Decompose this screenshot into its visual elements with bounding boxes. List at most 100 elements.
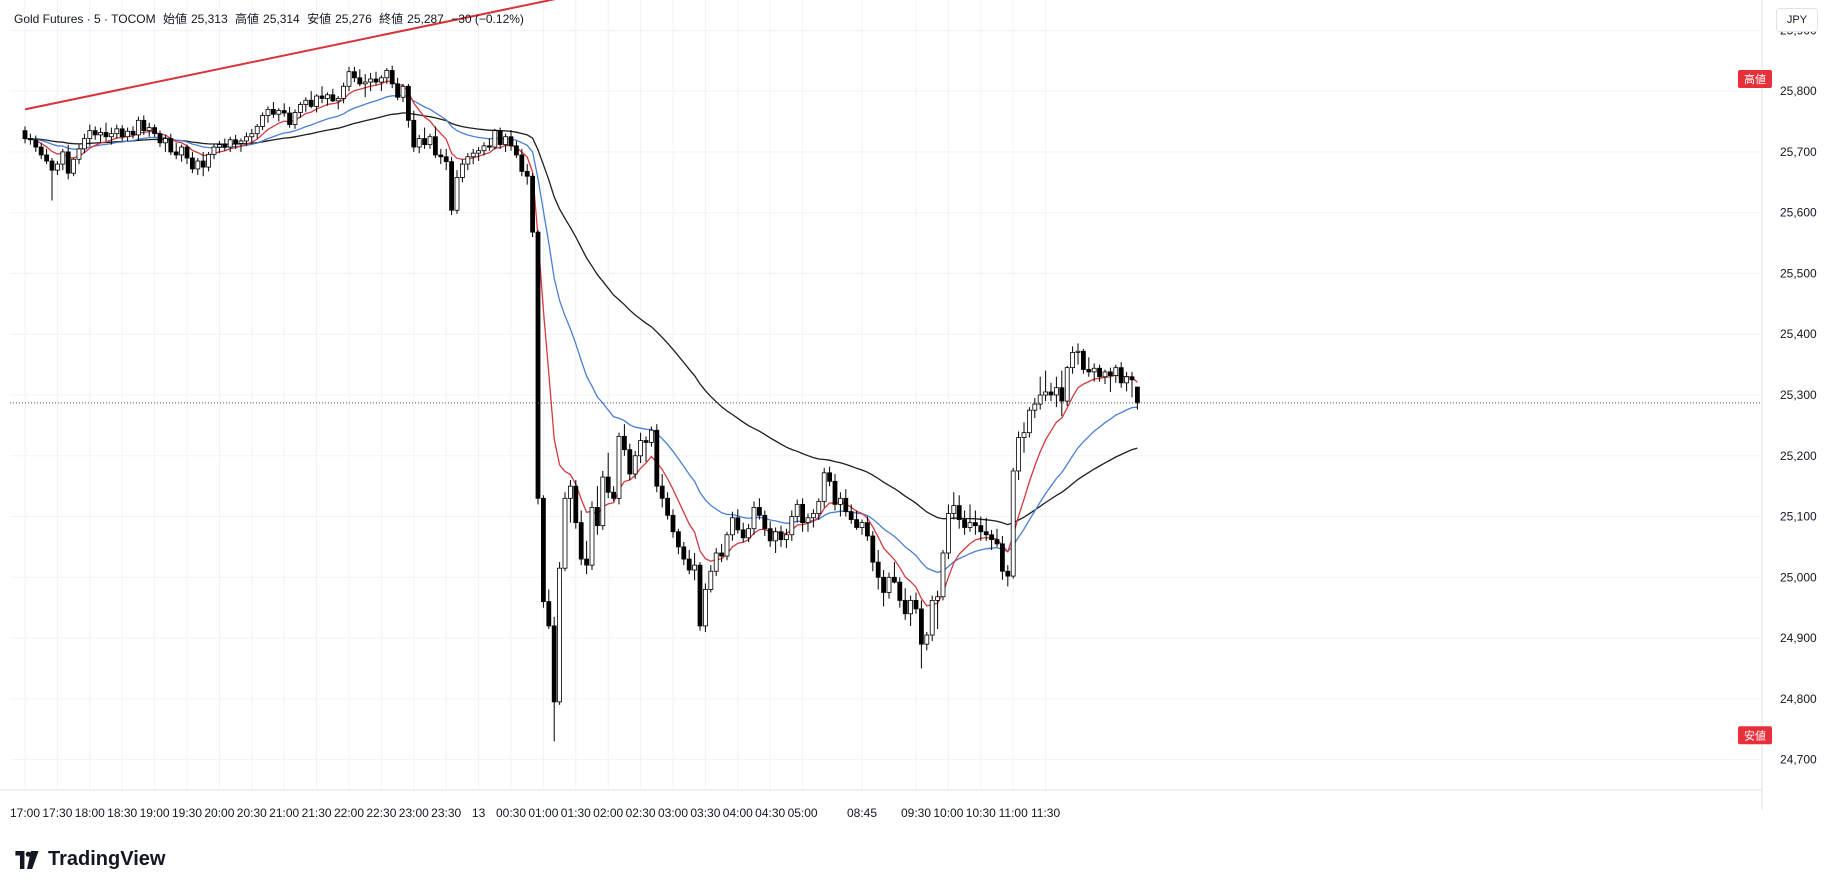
candle-body: [967, 522, 973, 528]
candle-body: [1000, 543, 1005, 572]
candle-body: [119, 128, 125, 138]
candle-body: [929, 600, 935, 636]
candle: [92, 126, 98, 140]
candle: [595, 486, 600, 535]
time-tick-label: 00:30: [496, 806, 526, 820]
candle: [389, 65, 395, 89]
candle-body: [589, 507, 595, 566]
candle-body: [82, 138, 87, 150]
candle: [486, 138, 492, 151]
brand-name: TradingView: [48, 848, 166, 870]
candle-body: [519, 154, 525, 172]
time-tick-label: 09:30: [901, 806, 931, 820]
candle-body: [535, 231, 541, 499]
time-tick-label: 02:30: [626, 806, 656, 820]
close-label: 終値: [379, 12, 404, 26]
candle-body: [411, 119, 417, 148]
candle: [303, 97, 309, 112]
candle: [335, 96, 341, 110]
time-tick-label: 18:30: [107, 806, 137, 820]
candle-body: [800, 503, 805, 524]
candle: [427, 133, 433, 149]
candle: [713, 548, 719, 577]
candle-body: [1016, 437, 1021, 472]
candle: [638, 432, 643, 464]
candle: [994, 528, 1000, 547]
candle-body: [162, 138, 168, 144]
candle-body: [643, 440, 649, 443]
candle-body: [130, 130, 136, 136]
candle-body: [55, 163, 60, 171]
candle-body: [508, 136, 514, 147]
candle-body: [173, 151, 179, 156]
candle-body: [195, 160, 201, 170]
time-tick-label: 13: [472, 806, 486, 820]
candle: [600, 470, 606, 530]
candle: [962, 510, 967, 535]
candle: [854, 510, 859, 530]
price-tick-label: 25,700: [1780, 145, 1817, 159]
currency-button[interactable]: JPY: [1776, 8, 1818, 32]
candle-body: [546, 601, 552, 627]
candle-body: [427, 136, 433, 146]
candle: [1135, 386, 1140, 410]
candle-body: [778, 531, 784, 541]
candle: [951, 492, 957, 520]
brand-logo[interactable]: TradingView: [12, 848, 165, 871]
candle-body: [703, 589, 708, 627]
candle-body: [600, 476, 606, 527]
candle-body: [497, 130, 503, 146]
candle: [65, 144, 71, 180]
candle-body: [206, 153, 212, 168]
candle-body: [622, 435, 627, 451]
candle: [848, 504, 854, 524]
price-tick-label: 24,800: [1780, 692, 1817, 706]
candle-body: [848, 511, 854, 520]
candle-body: [767, 528, 773, 542]
candle: [22, 126, 28, 144]
candle-body: [227, 139, 233, 148]
time-tick-label: 17:30: [42, 806, 72, 820]
candle-body: [1064, 367, 1070, 402]
price-tick-label: 25,100: [1780, 510, 1817, 524]
candle-body: [616, 435, 622, 499]
candle: [908, 595, 913, 626]
candle-body: [1108, 371, 1113, 376]
candle: [973, 510, 978, 535]
candle: [292, 109, 298, 129]
candle: [368, 72, 374, 92]
candle: [654, 424, 660, 493]
candle-body: [584, 558, 589, 566]
candle-body: [632, 455, 638, 475]
candle-body: [524, 170, 530, 177]
candle: [254, 123, 260, 139]
candle: [584, 540, 589, 575]
candle: [616, 432, 622, 505]
candle-body: [886, 576, 892, 593]
candle: [260, 112, 266, 131]
time-tick-label: 05:00: [788, 806, 818, 820]
candle: [649, 426, 654, 447]
candle: [627, 443, 633, 481]
candle: [438, 148, 444, 165]
candle-body: [454, 177, 460, 211]
candle-body: [881, 576, 886, 593]
candle: [324, 92, 330, 106]
time-tick-label: 03:30: [690, 806, 720, 820]
candle: [308, 91, 314, 109]
candle-body: [908, 600, 913, 615]
candle: [384, 68, 390, 84]
candle: [297, 102, 303, 118]
candle-body: [357, 77, 363, 85]
candle-body: [459, 163, 465, 178]
time-tick-label: 11:30: [1031, 806, 1060, 820]
candle-body: [125, 130, 130, 138]
candle: [125, 127, 130, 141]
candle: [330, 88, 336, 103]
candle-body: [578, 522, 584, 560]
candle-body: [395, 83, 401, 98]
candle: [1064, 365, 1070, 406]
candle: [784, 528, 789, 549]
